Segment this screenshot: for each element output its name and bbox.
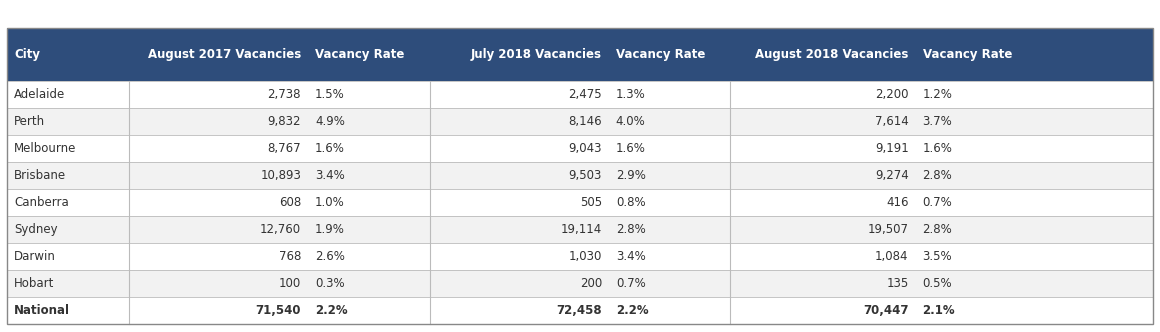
Text: 100: 100	[278, 277, 302, 290]
Text: 1.5%: 1.5%	[316, 88, 345, 101]
Text: 8,146: 8,146	[568, 115, 602, 128]
FancyBboxPatch shape	[7, 270, 1153, 297]
Text: 0.5%: 0.5%	[922, 277, 952, 290]
Text: 135: 135	[886, 277, 908, 290]
Text: 9,503: 9,503	[568, 169, 602, 182]
Text: 3.5%: 3.5%	[922, 250, 952, 263]
Text: 2.6%: 2.6%	[316, 250, 345, 263]
FancyBboxPatch shape	[7, 81, 1153, 108]
FancyBboxPatch shape	[7, 189, 1153, 216]
Text: 768: 768	[278, 250, 302, 263]
FancyBboxPatch shape	[7, 135, 1153, 162]
Text: 2.1%: 2.1%	[922, 304, 955, 317]
Text: 8,767: 8,767	[268, 142, 302, 155]
Text: 3.4%: 3.4%	[316, 169, 345, 182]
Text: 0.7%: 0.7%	[922, 196, 952, 209]
Text: 3.7%: 3.7%	[922, 115, 952, 128]
Text: 1.2%: 1.2%	[922, 88, 952, 101]
Text: Melbourne: Melbourne	[14, 142, 77, 155]
Text: August 2017 Vacancies: August 2017 Vacancies	[147, 48, 302, 61]
Text: 71,540: 71,540	[255, 304, 302, 317]
Text: 416: 416	[886, 196, 908, 209]
Text: 4.0%: 4.0%	[616, 115, 646, 128]
Text: Sydney: Sydney	[14, 223, 58, 236]
Text: 1.9%: 1.9%	[316, 223, 345, 236]
Text: City: City	[14, 48, 41, 61]
FancyBboxPatch shape	[7, 243, 1153, 270]
Text: 2.2%: 2.2%	[316, 304, 348, 317]
FancyBboxPatch shape	[7, 297, 1153, 324]
Text: 2.8%: 2.8%	[922, 223, 952, 236]
Text: 1.6%: 1.6%	[316, 142, 345, 155]
Text: 9,832: 9,832	[268, 115, 302, 128]
Text: Canberra: Canberra	[14, 196, 68, 209]
Text: Darwin: Darwin	[14, 250, 56, 263]
Text: 1,030: 1,030	[568, 250, 602, 263]
Text: 2.2%: 2.2%	[616, 304, 648, 317]
Text: 70,447: 70,447	[863, 304, 908, 317]
Text: 72,458: 72,458	[557, 304, 602, 317]
Text: National: National	[14, 304, 70, 317]
Text: 1,084: 1,084	[875, 250, 908, 263]
Text: 1.6%: 1.6%	[616, 142, 646, 155]
Text: 4.9%: 4.9%	[316, 115, 345, 128]
Text: 2.8%: 2.8%	[922, 169, 952, 182]
Text: 2,475: 2,475	[568, 88, 602, 101]
FancyBboxPatch shape	[7, 216, 1153, 243]
Text: 2.9%: 2.9%	[616, 169, 646, 182]
FancyBboxPatch shape	[7, 162, 1153, 189]
Text: 1.3%: 1.3%	[616, 88, 646, 101]
Text: Hobart: Hobart	[14, 277, 55, 290]
Text: Vacancy Rate: Vacancy Rate	[316, 48, 405, 61]
Text: 9,191: 9,191	[875, 142, 908, 155]
Text: 0.3%: 0.3%	[316, 277, 345, 290]
FancyBboxPatch shape	[7, 28, 1153, 81]
Text: 10,893: 10,893	[260, 169, 302, 182]
Text: July 2018 Vacancies: July 2018 Vacancies	[471, 48, 602, 61]
Text: 1.6%: 1.6%	[922, 142, 952, 155]
Text: 12,760: 12,760	[260, 223, 302, 236]
Text: Vacancy Rate: Vacancy Rate	[616, 48, 705, 61]
Text: 0.7%: 0.7%	[616, 277, 646, 290]
Text: 19,507: 19,507	[868, 223, 908, 236]
Text: 0.8%: 0.8%	[616, 196, 645, 209]
Text: August 2018 Vacancies: August 2018 Vacancies	[755, 48, 908, 61]
Text: 3.4%: 3.4%	[616, 250, 646, 263]
Text: 19,114: 19,114	[560, 223, 602, 236]
Text: 608: 608	[278, 196, 302, 209]
Text: 7,614: 7,614	[875, 115, 908, 128]
Text: 9,274: 9,274	[875, 169, 908, 182]
Text: 505: 505	[580, 196, 602, 209]
Text: Adelaide: Adelaide	[14, 88, 65, 101]
Text: 1.0%: 1.0%	[316, 196, 345, 209]
Text: 2,738: 2,738	[268, 88, 302, 101]
Text: Brisbane: Brisbane	[14, 169, 66, 182]
Text: 200: 200	[580, 277, 602, 290]
Text: 9,043: 9,043	[568, 142, 602, 155]
Text: 2.8%: 2.8%	[616, 223, 646, 236]
Text: 2,200: 2,200	[875, 88, 908, 101]
FancyBboxPatch shape	[7, 108, 1153, 135]
Text: Perth: Perth	[14, 115, 45, 128]
Text: Vacancy Rate: Vacancy Rate	[922, 48, 1012, 61]
